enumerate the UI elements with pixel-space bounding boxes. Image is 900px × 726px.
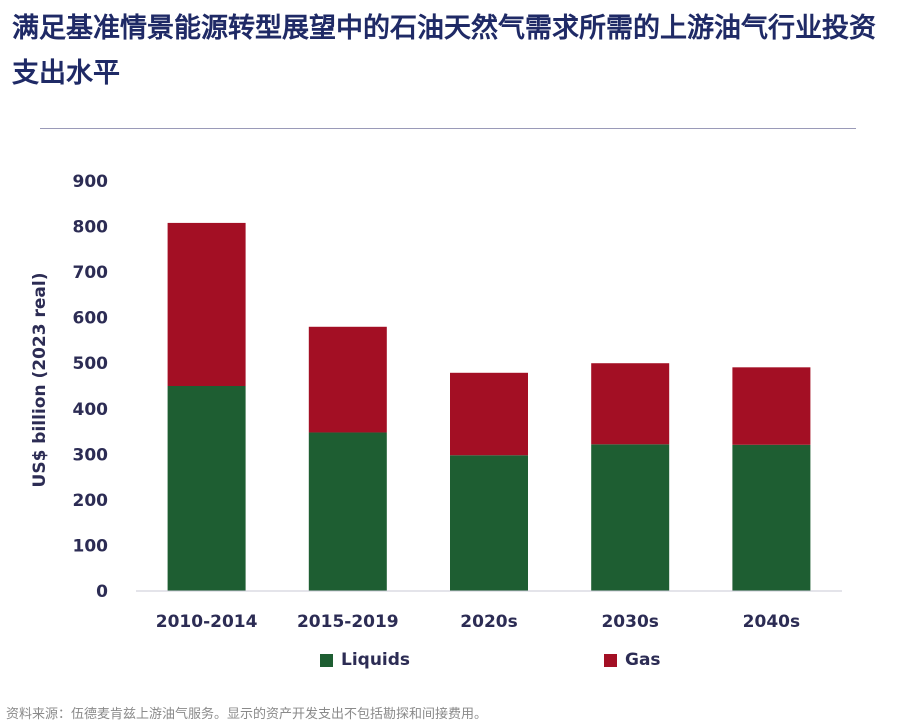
bar-gas-2030s: [591, 363, 670, 445]
legend-swatch-liquids: [320, 653, 333, 667]
y-axis-label: US$ billion (2023 real): [30, 273, 50, 488]
y-tick-label: 100: [73, 536, 109, 556]
legend-item-gas: Gas: [604, 650, 661, 670]
legend-item-liquids: Liquids: [320, 650, 410, 670]
y-tick-label: 700: [73, 263, 109, 283]
x-axis-ticks: 2010-2014 2015-2019 2020s 2030s 2040s: [156, 612, 800, 632]
bar-gas-2010-2014: [167, 222, 246, 386]
legend-label-liquids: Liquids: [341, 650, 411, 670]
title-divider: [40, 128, 856, 129]
x-tick-label: 2010-2014: [156, 612, 258, 632]
y-tick-label: 600: [73, 309, 109, 329]
bar-liquids-2010-2014: [167, 386, 246, 591]
y-tick-label: 500: [73, 354, 109, 374]
x-tick-label: 2030s: [601, 612, 658, 632]
legend-label-gas: Gas: [625, 650, 661, 670]
bar-liquids-2020s: [450, 455, 528, 591]
chart-title: 满足基准情景能源转型展望中的石油天然气需求所需的上游油气行业投资支出水平: [12, 13, 876, 89]
bar-gas-2040s: [732, 367, 811, 445]
y-tick-label: 900: [73, 172, 109, 192]
y-tick-label: 200: [73, 491, 109, 511]
bars: [167, 222, 811, 591]
bar-gas-2020s: [450, 372, 528, 456]
y-tick-label: 800: [73, 218, 109, 238]
x-tick-label: 2040s: [743, 612, 800, 632]
bar-liquids-2040s: [732, 444, 811, 591]
bar-liquids-2015-2019: [308, 432, 387, 591]
bar-gas-2015-2019: [308, 326, 387, 433]
legend-swatch-gas: [604, 653, 617, 667]
x-tick-label: 2020s: [460, 612, 517, 632]
y-tick-label: 400: [73, 400, 109, 420]
y-tick-label: 300: [73, 445, 109, 465]
bar-liquids-2030s: [591, 444, 670, 591]
y-axis-ticks: 0 100 200 300 400 500 600 700 800 900: [73, 172, 109, 602]
y-tick-label: 0: [96, 582, 108, 602]
source-note: 资料来源：伍德麦肯兹上游油气服务。显示的资产开发支出不包括勘探和间接费用。: [6, 707, 488, 722]
x-tick-label: 2015-2019: [297, 612, 399, 632]
